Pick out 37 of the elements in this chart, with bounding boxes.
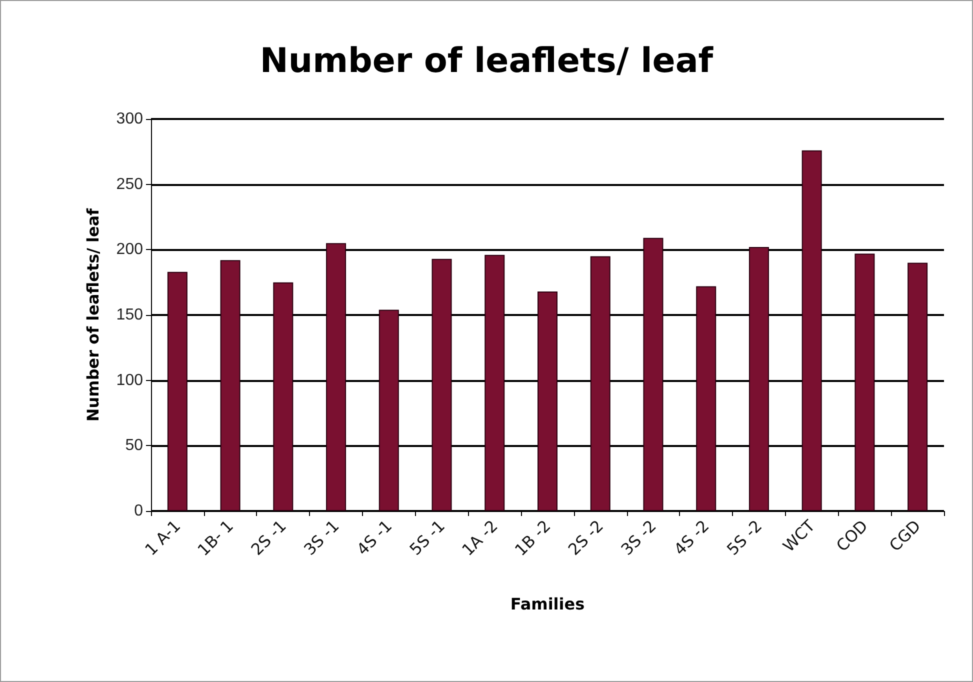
bar [854,254,875,511]
x-tick-label: 1 A-1 [141,516,184,560]
x-tick-label: 3S -2 [617,516,660,559]
y-tick-label: 300 [116,110,144,128]
bar [590,256,610,511]
bar [432,258,452,511]
bar [538,291,558,511]
x-tick-label: 2S -1 [247,516,290,559]
x-tick-label: 1B -2 [510,516,554,560]
bar [643,238,664,511]
x-tick-label: 5S -1 [406,516,448,559]
bar [908,262,928,511]
y-tick-label: 50 [125,437,144,454]
bar [802,150,822,511]
bar [326,243,346,511]
y-tick-label: 150 [116,306,144,324]
bar [273,282,294,511]
x-tick-label: 1A -2 [458,516,502,560]
x-tick-label: 4S -2 [670,516,713,559]
y-tick-label: 0 [134,502,144,520]
x-tick-label: 4S -1 [352,516,396,559]
y-tick-label: 200 [116,241,144,258]
x-tick-label: 3S -1 [300,516,343,559]
bar [378,310,399,511]
bar [748,247,769,511]
y-tick-label: 250 [116,176,144,193]
bar [220,260,240,511]
bar [484,254,505,511]
bar [167,272,188,511]
chart-title: Number of leaflets/ leaf [260,41,714,81]
y-tick-label: 100 [116,372,144,389]
bar [696,286,716,511]
x-tick-label: 5S -2 [723,516,766,559]
x-tick-label: 2S -2 [564,516,608,559]
x-axis-title: Families [510,594,585,614]
y-axis-title: Number of leaflets/ leaf [84,207,102,422]
x-tick-label: 1B- 1 [194,516,238,560]
